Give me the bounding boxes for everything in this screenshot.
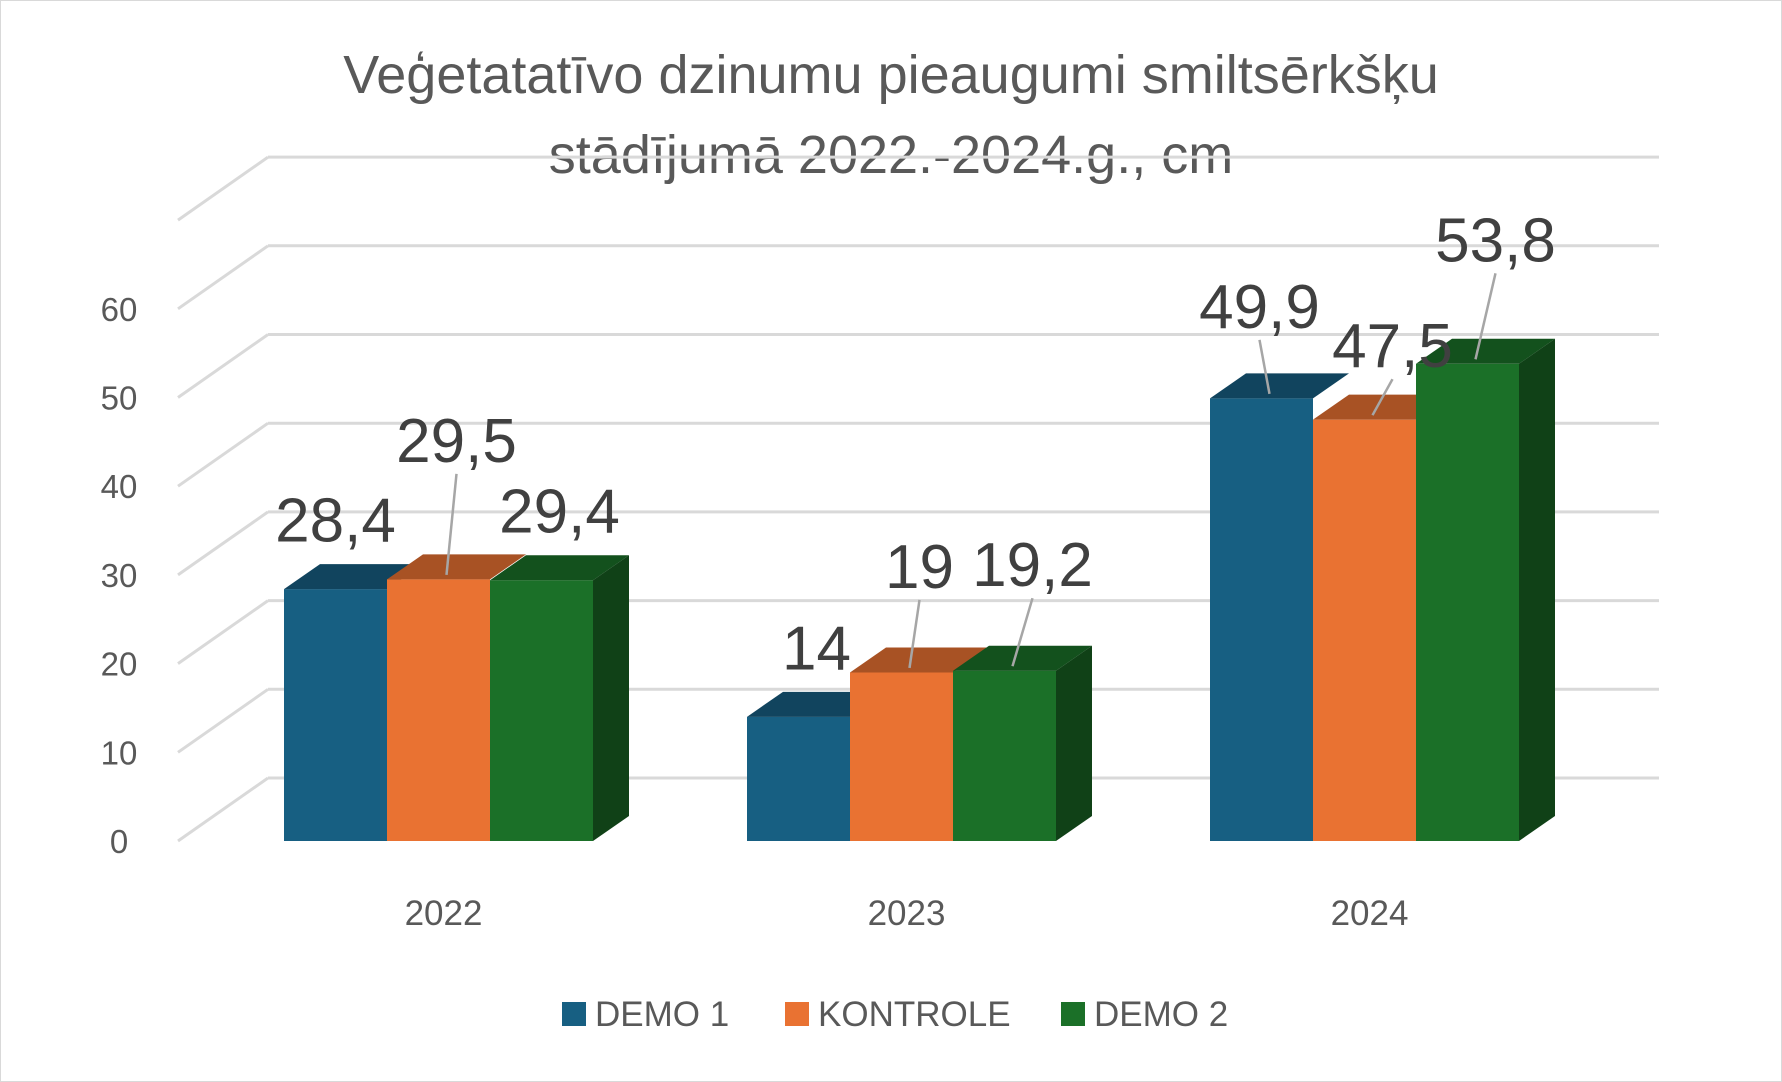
leader-line bbox=[908, 599, 921, 669]
gridline-side bbox=[177, 510, 269, 577]
leader-line bbox=[1011, 597, 1034, 667]
data-label: 29,5 bbox=[396, 407, 517, 476]
leader-line bbox=[1474, 273, 1497, 360]
y-tick-label: 60 bbox=[101, 291, 138, 328]
data-label: 29,4 bbox=[499, 478, 620, 547]
legend-swatch-demo-2 bbox=[1061, 1002, 1085, 1026]
gridline-side bbox=[177, 155, 269, 222]
data-label: 47,5 bbox=[1332, 312, 1453, 381]
bar-top-kontrole-2022 bbox=[387, 554, 526, 580]
gridline-side bbox=[177, 421, 269, 488]
bar-front-demo-1-2024 bbox=[1210, 398, 1313, 841]
bar-side-demo-2-2023 bbox=[1056, 645, 1092, 841]
bar-front-demo-2-2022 bbox=[490, 580, 593, 841]
data-label: 19 bbox=[885, 533, 954, 602]
x-category-label: 2022 bbox=[405, 894, 483, 933]
legend-label-kontrole: KONTROLE bbox=[818, 995, 1011, 1034]
gridline-side bbox=[177, 688, 269, 754]
data-label: 49,9 bbox=[1199, 273, 1320, 342]
bar-top-demo-1-2024 bbox=[1210, 373, 1349, 399]
chart-title-line-2: stādījumā 2022.-2024.g., cm bbox=[549, 125, 1233, 185]
bar-front-kontrole-2023 bbox=[850, 672, 953, 841]
bar-front-demo-2-2023 bbox=[953, 670, 1056, 841]
bar-front-kontrole-2024 bbox=[1313, 419, 1416, 841]
data-label: 53,8 bbox=[1435, 206, 1556, 275]
gridline-side bbox=[177, 599, 269, 665]
legend-swatch-kontrole bbox=[785, 1002, 809, 1026]
y-tick-label: 40 bbox=[101, 468, 138, 505]
legend-swatch-demo-1 bbox=[562, 1002, 586, 1026]
y-tick-label: 30 bbox=[101, 557, 138, 594]
bar-front-demo-2-2024 bbox=[1416, 363, 1519, 841]
gridline-side bbox=[177, 244, 269, 311]
bar-front-kontrole-2022 bbox=[387, 579, 490, 841]
x-axis-category-labels: 2022 2023 2024 bbox=[405, 894, 1409, 933]
data-label: 19,2 bbox=[972, 531, 1093, 600]
bar-front-demo-1-2023 bbox=[747, 716, 850, 841]
bar-top-demo-2-2022 bbox=[490, 555, 629, 581]
data-label: 14 bbox=[782, 614, 851, 683]
bar-side-demo-2-2024 bbox=[1519, 338, 1555, 841]
chart-title: Veģetatatīvo dzinumu pieaugumi smiltsērk… bbox=[343, 45, 1439, 185]
legend-label-demo-2: DEMO 2 bbox=[1094, 995, 1228, 1034]
bar-top-demo-2-2023 bbox=[953, 645, 1092, 671]
y-axis-tick-labels: 0 10 20 30 40 50 60 bbox=[101, 291, 138, 860]
leader-line bbox=[1258, 339, 1271, 395]
x-category-label: 2024 bbox=[1331, 894, 1409, 933]
data-label: 28,4 bbox=[275, 487, 396, 556]
gridline-side bbox=[177, 333, 269, 399]
data-label-leaders bbox=[445, 273, 1497, 669]
bar-side-demo-2-2022 bbox=[593, 555, 629, 841]
leader-line bbox=[445, 473, 458, 575]
y-tick-label: 0 bbox=[110, 823, 128, 860]
data-labels: 28,429,529,4 14 19 19,2 49,947,5 53,8 bbox=[275, 206, 1556, 683]
legend: DEMO 1 KONTROLE DEMO 2 bbox=[562, 995, 1228, 1034]
chart-title-line-1: Veģetatatīvo dzinumu pieaugumi smiltsērk… bbox=[343, 45, 1439, 105]
bar-top-demo-2-2024 bbox=[1416, 338, 1555, 364]
legend-label-demo-1: DEMO 1 bbox=[595, 995, 729, 1034]
x-category-label: 2023 bbox=[868, 894, 946, 933]
y-tick-label: 50 bbox=[101, 380, 138, 417]
y-tick-label: 10 bbox=[101, 734, 138, 771]
gridline-side bbox=[177, 776, 269, 843]
bar-front-demo-1-2022 bbox=[284, 589, 387, 841]
leader-line bbox=[1371, 378, 1394, 416]
bar-top-kontrole-2023 bbox=[850, 647, 989, 673]
bars bbox=[284, 338, 1555, 841]
y-tick-label: 20 bbox=[101, 646, 138, 683]
